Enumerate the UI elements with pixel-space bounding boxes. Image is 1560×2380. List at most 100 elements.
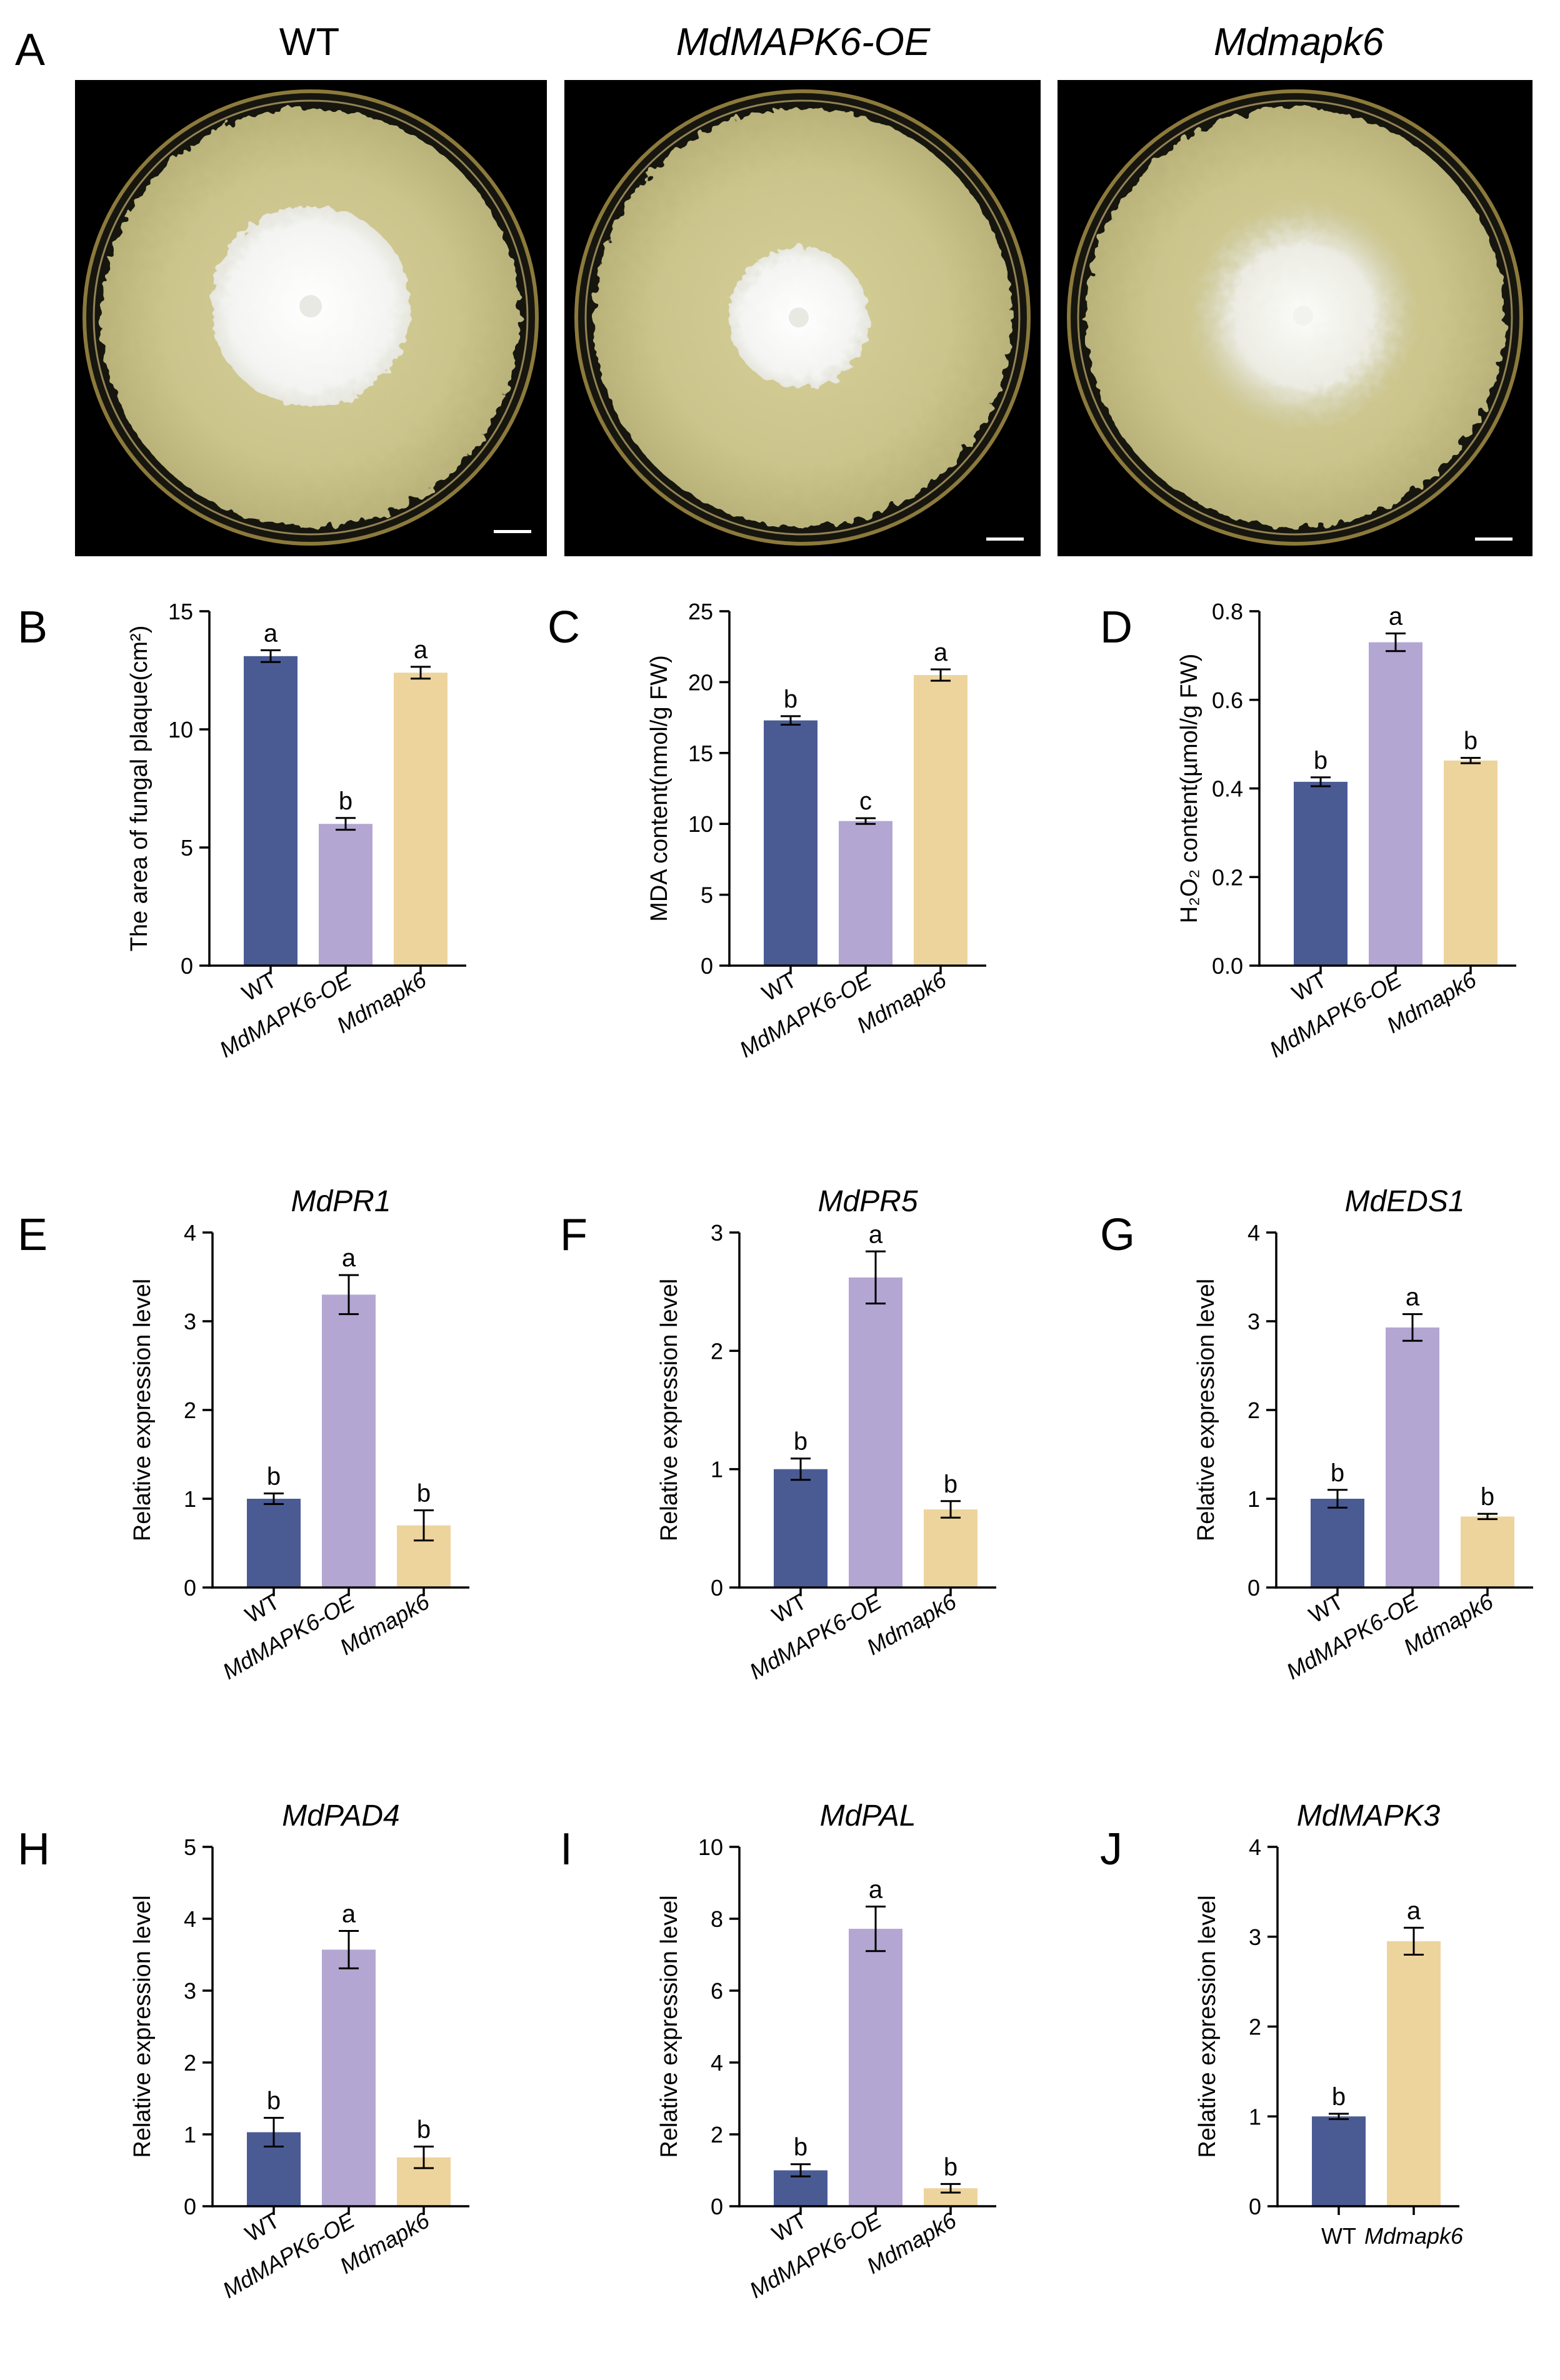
petri-photo-wt — [75, 80, 547, 556]
x-tick-label: WT — [1288, 966, 1331, 1006]
y-tick-label: 10 — [168, 717, 193, 742]
bar-mdmapk6-oe — [839, 821, 892, 966]
y-tick-label: 0.8 — [1212, 599, 1243, 624]
bar-mdmapk6-oe — [849, 1277, 902, 1588]
y-tick-label: 15 — [168, 599, 193, 624]
y-tick-label: 0.0 — [1212, 953, 1243, 979]
bar-wt — [1311, 1499, 1364, 1588]
error-bar — [414, 1509, 434, 1542]
bar-wt — [764, 720, 818, 966]
scale-bar — [494, 530, 531, 533]
significance-letter: c — [859, 788, 872, 815]
y-tick-label: 2 — [1249, 2014, 1261, 2040]
panel-letter-i: I — [560, 1824, 572, 1874]
error-bar — [264, 1492, 284, 1506]
axes — [738, 1847, 996, 2215]
error-bar — [1402, 1313, 1422, 1342]
bar-mdmapk6 — [1387, 1941, 1441, 2206]
significance-letter: b — [1481, 1483, 1494, 1511]
panel-letter-c: C — [548, 602, 580, 652]
y-tick-label: 20 — [688, 669, 713, 695]
y-tick-label: 5 — [701, 882, 713, 908]
bar-mdmapk6 — [914, 675, 968, 966]
y-tick-label: 3 — [711, 1220, 723, 1246]
error-bar — [339, 1274, 359, 1316]
y-tick-label: 1 — [1248, 1486, 1260, 1512]
y-tick-label: 0.2 — [1212, 864, 1243, 890]
x-tick-label: WT — [768, 1588, 811, 1628]
chart-title: MdEDS1 — [1344, 1185, 1464, 1218]
significance-letter: b — [784, 686, 798, 713]
y-axis-label: Relative expression level — [656, 1895, 682, 2158]
y-tick-label: 0.4 — [1212, 776, 1243, 802]
error-bar — [791, 1458, 811, 1481]
significance-letter: b — [339, 788, 352, 815]
chart-i: IMdPALbWTaMdMAPK6-OEbMdmapk60246810Relat… — [560, 1799, 996, 2303]
chart-title: MdPAD4 — [282, 1799, 400, 1832]
error-bar — [414, 2146, 434, 2169]
y-tick-label: 4 — [711, 2050, 723, 2076]
y-axis-label: The area of fungal plaque(cm²) — [126, 626, 152, 952]
chart-e: EMdPR1bWTaMdMAPK6-OEbMdmapk601234Relativ… — [18, 1185, 469, 1684]
chart-title: MdMAPK3 — [1297, 1799, 1441, 1832]
panel-letter-h: H — [18, 1824, 50, 1874]
x-tick-label: WT — [758, 966, 801, 1006]
y-tick-label: 4 — [1248, 1220, 1260, 1246]
y-tick-label: 1 — [1249, 2104, 1261, 2129]
y-axis-label: H₂O₂ content(µmol/g FW) — [1176, 654, 1202, 923]
significance-letter: b — [1314, 747, 1328, 774]
error-bar — [1478, 1512, 1498, 1521]
bar-mdmapk6 — [1461, 1516, 1514, 1588]
error-bar — [1461, 757, 1481, 764]
y-tick-label: 0 — [184, 1575, 196, 1601]
scale-bar — [986, 538, 1024, 541]
y-tick-label: 1 — [711, 1457, 723, 1482]
significance-letter: b — [417, 2116, 431, 2144]
significance-letter: a — [934, 639, 948, 666]
bar-mdmapk6-oe — [322, 1294, 376, 1588]
chart-f: FMdPR5bWTaMdMAPK6-OEbMdmapk60123Relative… — [560, 1185, 996, 1684]
panel-letter-d: D — [1100, 602, 1132, 652]
y-axis-label: Relative expression level — [129, 1279, 156, 1541]
chart-title: MdPR1 — [291, 1185, 391, 1218]
error-bar — [339, 1930, 359, 1969]
chart-g: GMdEDS1bWTaMdMAPK6-OEbMdmapk601234Relati… — [1100, 1185, 1533, 1684]
y-tick-label: 2 — [184, 1398, 196, 1423]
petri-photo-mutant — [1058, 80, 1532, 556]
significance-letter: b — [267, 1462, 281, 1490]
error-bar — [1386, 632, 1406, 652]
y-tick-label: 0 — [711, 1575, 723, 1601]
x-tick-label: WT — [238, 966, 281, 1006]
chart-title: MdPAL — [820, 1799, 916, 1832]
panel-letter-f: F — [560, 1210, 588, 1260]
chart-d: DbWTaMdMAPK6-OEbMdmapk60.00.20.40.60.8H₂… — [1100, 599, 1516, 1062]
y-tick-label: 3 — [184, 1309, 196, 1334]
y-axis-label: Relative expression level — [129, 1895, 156, 2158]
error-bar — [866, 1905, 886, 1952]
significance-letter: b — [794, 2134, 808, 2161]
x-tick-label: WT — [768, 2207, 811, 2246]
y-axis-label: MDA content(nmol/g FW) — [646, 655, 672, 922]
y-tick-label: 1 — [184, 1486, 196, 1512]
significance-letter: a — [414, 636, 428, 664]
significance-letter: b — [1464, 728, 1478, 755]
y-tick-label: 0 — [711, 2194, 723, 2219]
chart-title: MdPR5 — [818, 1185, 918, 1218]
significance-letter: b — [794, 1428, 808, 1456]
panel-letter-e: E — [18, 1210, 48, 1260]
bar-mdmapk6-oe — [319, 824, 372, 966]
error-bar — [1404, 1926, 1424, 1956]
error-bar — [336, 817, 356, 831]
y-tick-label: 3 — [184, 1978, 196, 2004]
axes — [738, 1232, 996, 1596]
bar-mdmapk6-oe — [322, 1949, 376, 2206]
y-tick-label: 0 — [1249, 2194, 1261, 2219]
bar-mdmapk6 — [394, 672, 448, 966]
significance-letter: b — [1331, 1459, 1344, 1487]
panel-a-header-wt: WT — [279, 21, 339, 64]
error-bar — [1311, 776, 1331, 788]
panel-letter-a: A — [15, 25, 45, 75]
